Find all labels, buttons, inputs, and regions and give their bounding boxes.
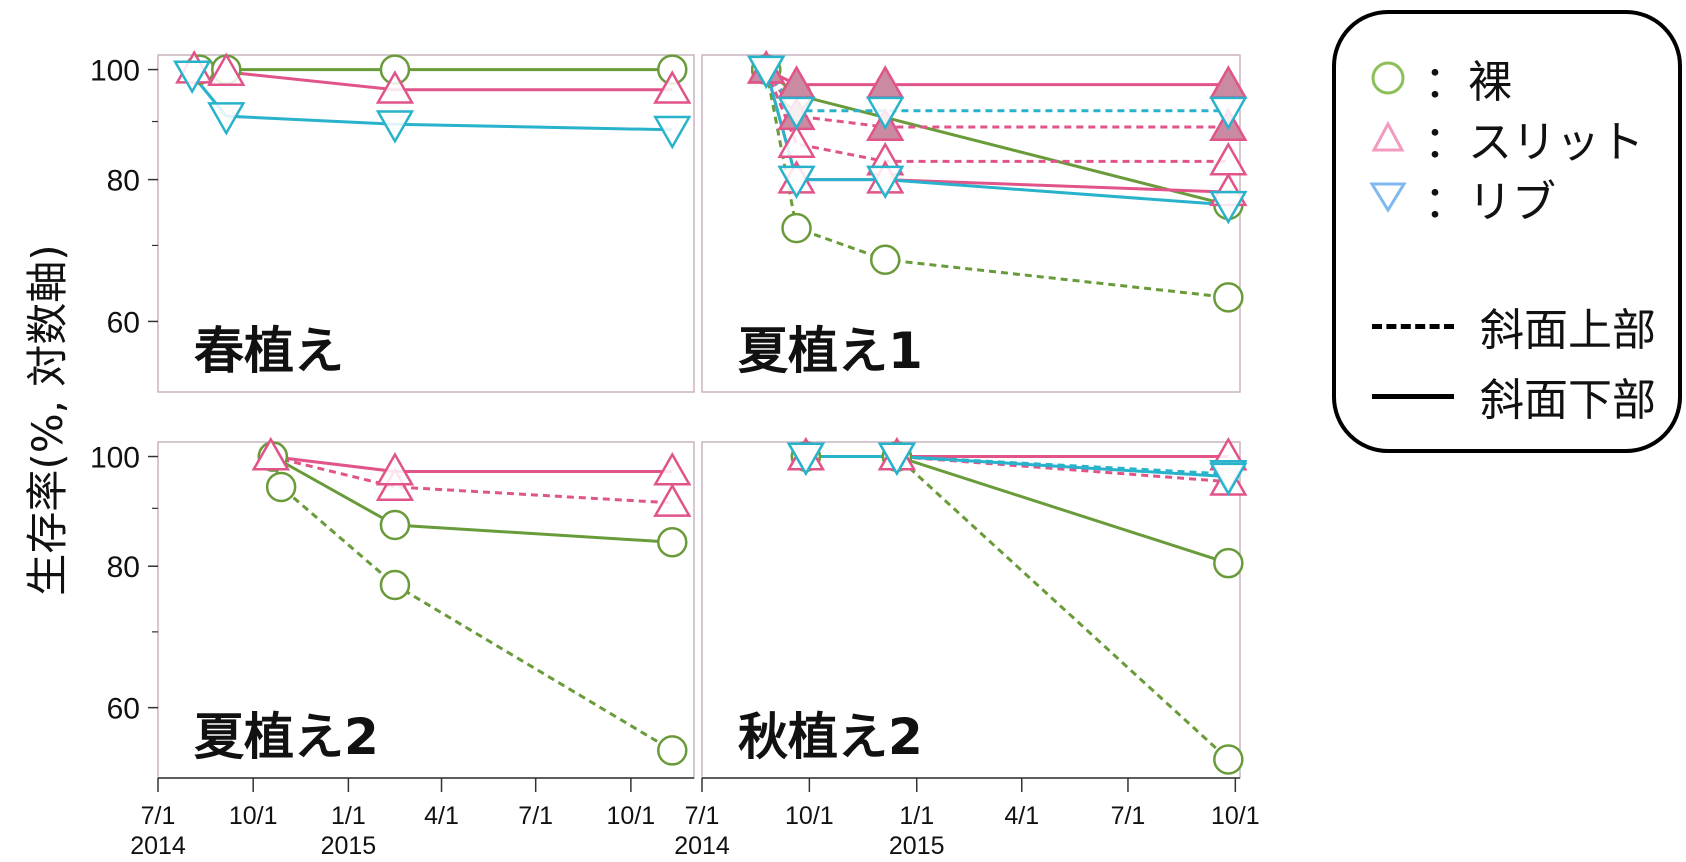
data-point-rib xyxy=(866,165,905,200)
data-point-bare xyxy=(1213,744,1244,775)
data-point-slit xyxy=(207,52,246,87)
data-point-rib xyxy=(866,96,905,131)
series-line-bare-upper xyxy=(271,456,674,752)
data-point-slit xyxy=(653,70,692,104)
data-point-rib xyxy=(207,102,246,136)
circle-icon xyxy=(1366,56,1410,100)
triangle-up-icon xyxy=(1366,116,1410,160)
data-point-rib xyxy=(786,442,826,477)
data-point-rib xyxy=(877,442,917,477)
data-point-bare xyxy=(657,526,688,558)
data-point-rib xyxy=(653,115,692,150)
legend: ：裸 ：スリット ：リブ 斜面上部 斜面下部 xyxy=(1332,10,1682,453)
data-point-bare xyxy=(869,244,901,275)
series-line-slit-upper xyxy=(764,69,1229,163)
data-point-slit xyxy=(251,437,290,471)
legend-item-slit: ：スリット xyxy=(1366,106,1644,170)
x-tick-label: 10/1 xyxy=(1211,802,1260,830)
panel-title: 夏植え1 xyxy=(738,322,923,380)
data-point-rib xyxy=(172,60,212,95)
data-point-slit xyxy=(653,451,692,486)
data-point-slit xyxy=(375,70,415,104)
data-point-slit xyxy=(777,124,816,158)
x-tick-year-label: 2015 xyxy=(321,832,377,860)
x-tick-label: 7/1 xyxy=(518,802,553,830)
legend-label-bare: ：裸 xyxy=(1424,57,1512,108)
legend-label-upper-slope: 斜面上部 xyxy=(1480,305,1656,356)
data-point-rib xyxy=(1209,96,1248,131)
data-point-slit xyxy=(653,483,692,517)
data-point-rib xyxy=(1209,462,1248,497)
panel-frame xyxy=(157,54,695,393)
panel-title: 春植え xyxy=(194,322,344,380)
legend-label-rib: ：リブ xyxy=(1424,177,1556,228)
series-line-rib-lower xyxy=(190,73,673,132)
legend-item-bare: ：裸 xyxy=(1366,46,1512,110)
x-tick-year-label: 2014 xyxy=(674,832,730,860)
data-point-rib xyxy=(1209,190,1248,225)
y-tick-label: 80 xyxy=(107,165,140,198)
triangle-down-icon xyxy=(1366,176,1410,220)
y-axis-label: 生存率(%, 対数軸) xyxy=(23,244,72,595)
x-tick-label: 4/1 xyxy=(1004,802,1039,830)
x-tick-label: 10/1 xyxy=(229,802,278,830)
legend-item-upper-slope: 斜面上部 xyxy=(1372,294,1656,358)
series-line-slit-upper xyxy=(270,455,673,505)
legend-item-rib: ：リブ xyxy=(1366,166,1556,230)
x-tick-year-label: 2015 xyxy=(889,832,945,860)
data-point-rib xyxy=(747,55,786,90)
data-point-rib xyxy=(375,110,415,144)
x-tick-year-label: 2014 xyxy=(130,832,186,860)
dashed-line-icon xyxy=(1372,323,1454,329)
data-point-bare xyxy=(1213,547,1244,579)
legend-label-slit: ：スリット xyxy=(1424,117,1644,168)
y-tick-label: 60 xyxy=(107,693,140,726)
panel-title: 夏植え2 xyxy=(194,708,379,766)
solid-line-icon xyxy=(1372,393,1454,399)
panel-title: 秋植え2 xyxy=(738,708,923,766)
data-point-bare xyxy=(265,471,297,503)
data-point-bare xyxy=(379,509,411,541)
data-point-slit xyxy=(375,451,415,486)
x-tick-label: 7/1 xyxy=(685,802,720,830)
series-line-rib-upper xyxy=(764,68,1229,113)
y-tick-label: 60 xyxy=(107,306,140,339)
data-point-bare xyxy=(657,735,688,766)
x-tick-label: 4/1 xyxy=(424,802,459,830)
y-tick-label: 100 xyxy=(90,442,140,475)
data-point-rib xyxy=(777,165,816,200)
x-tick-label: 10/1 xyxy=(607,802,656,830)
series-line-bare-upper xyxy=(764,69,1229,299)
data-point-rib xyxy=(777,96,816,131)
panel-frame xyxy=(701,441,1241,779)
y-tick-label: 100 xyxy=(90,55,140,88)
x-tick-label: 10/1 xyxy=(785,802,834,830)
data-point-bare xyxy=(379,569,411,601)
x-tick-label: 1/1 xyxy=(899,802,934,830)
data-point-bare xyxy=(781,212,812,244)
x-tick-label: 7/1 xyxy=(141,802,176,830)
x-tick-label: 1/1 xyxy=(331,802,366,830)
x-tick-label: 7/1 xyxy=(1111,802,1146,830)
legend-label-lower-slope: 斜面下部 xyxy=(1480,375,1656,426)
legend-item-lower-slope: 斜面下部 xyxy=(1372,364,1656,428)
y-tick-label: 80 xyxy=(107,551,140,584)
data-point-bare xyxy=(1213,282,1244,313)
